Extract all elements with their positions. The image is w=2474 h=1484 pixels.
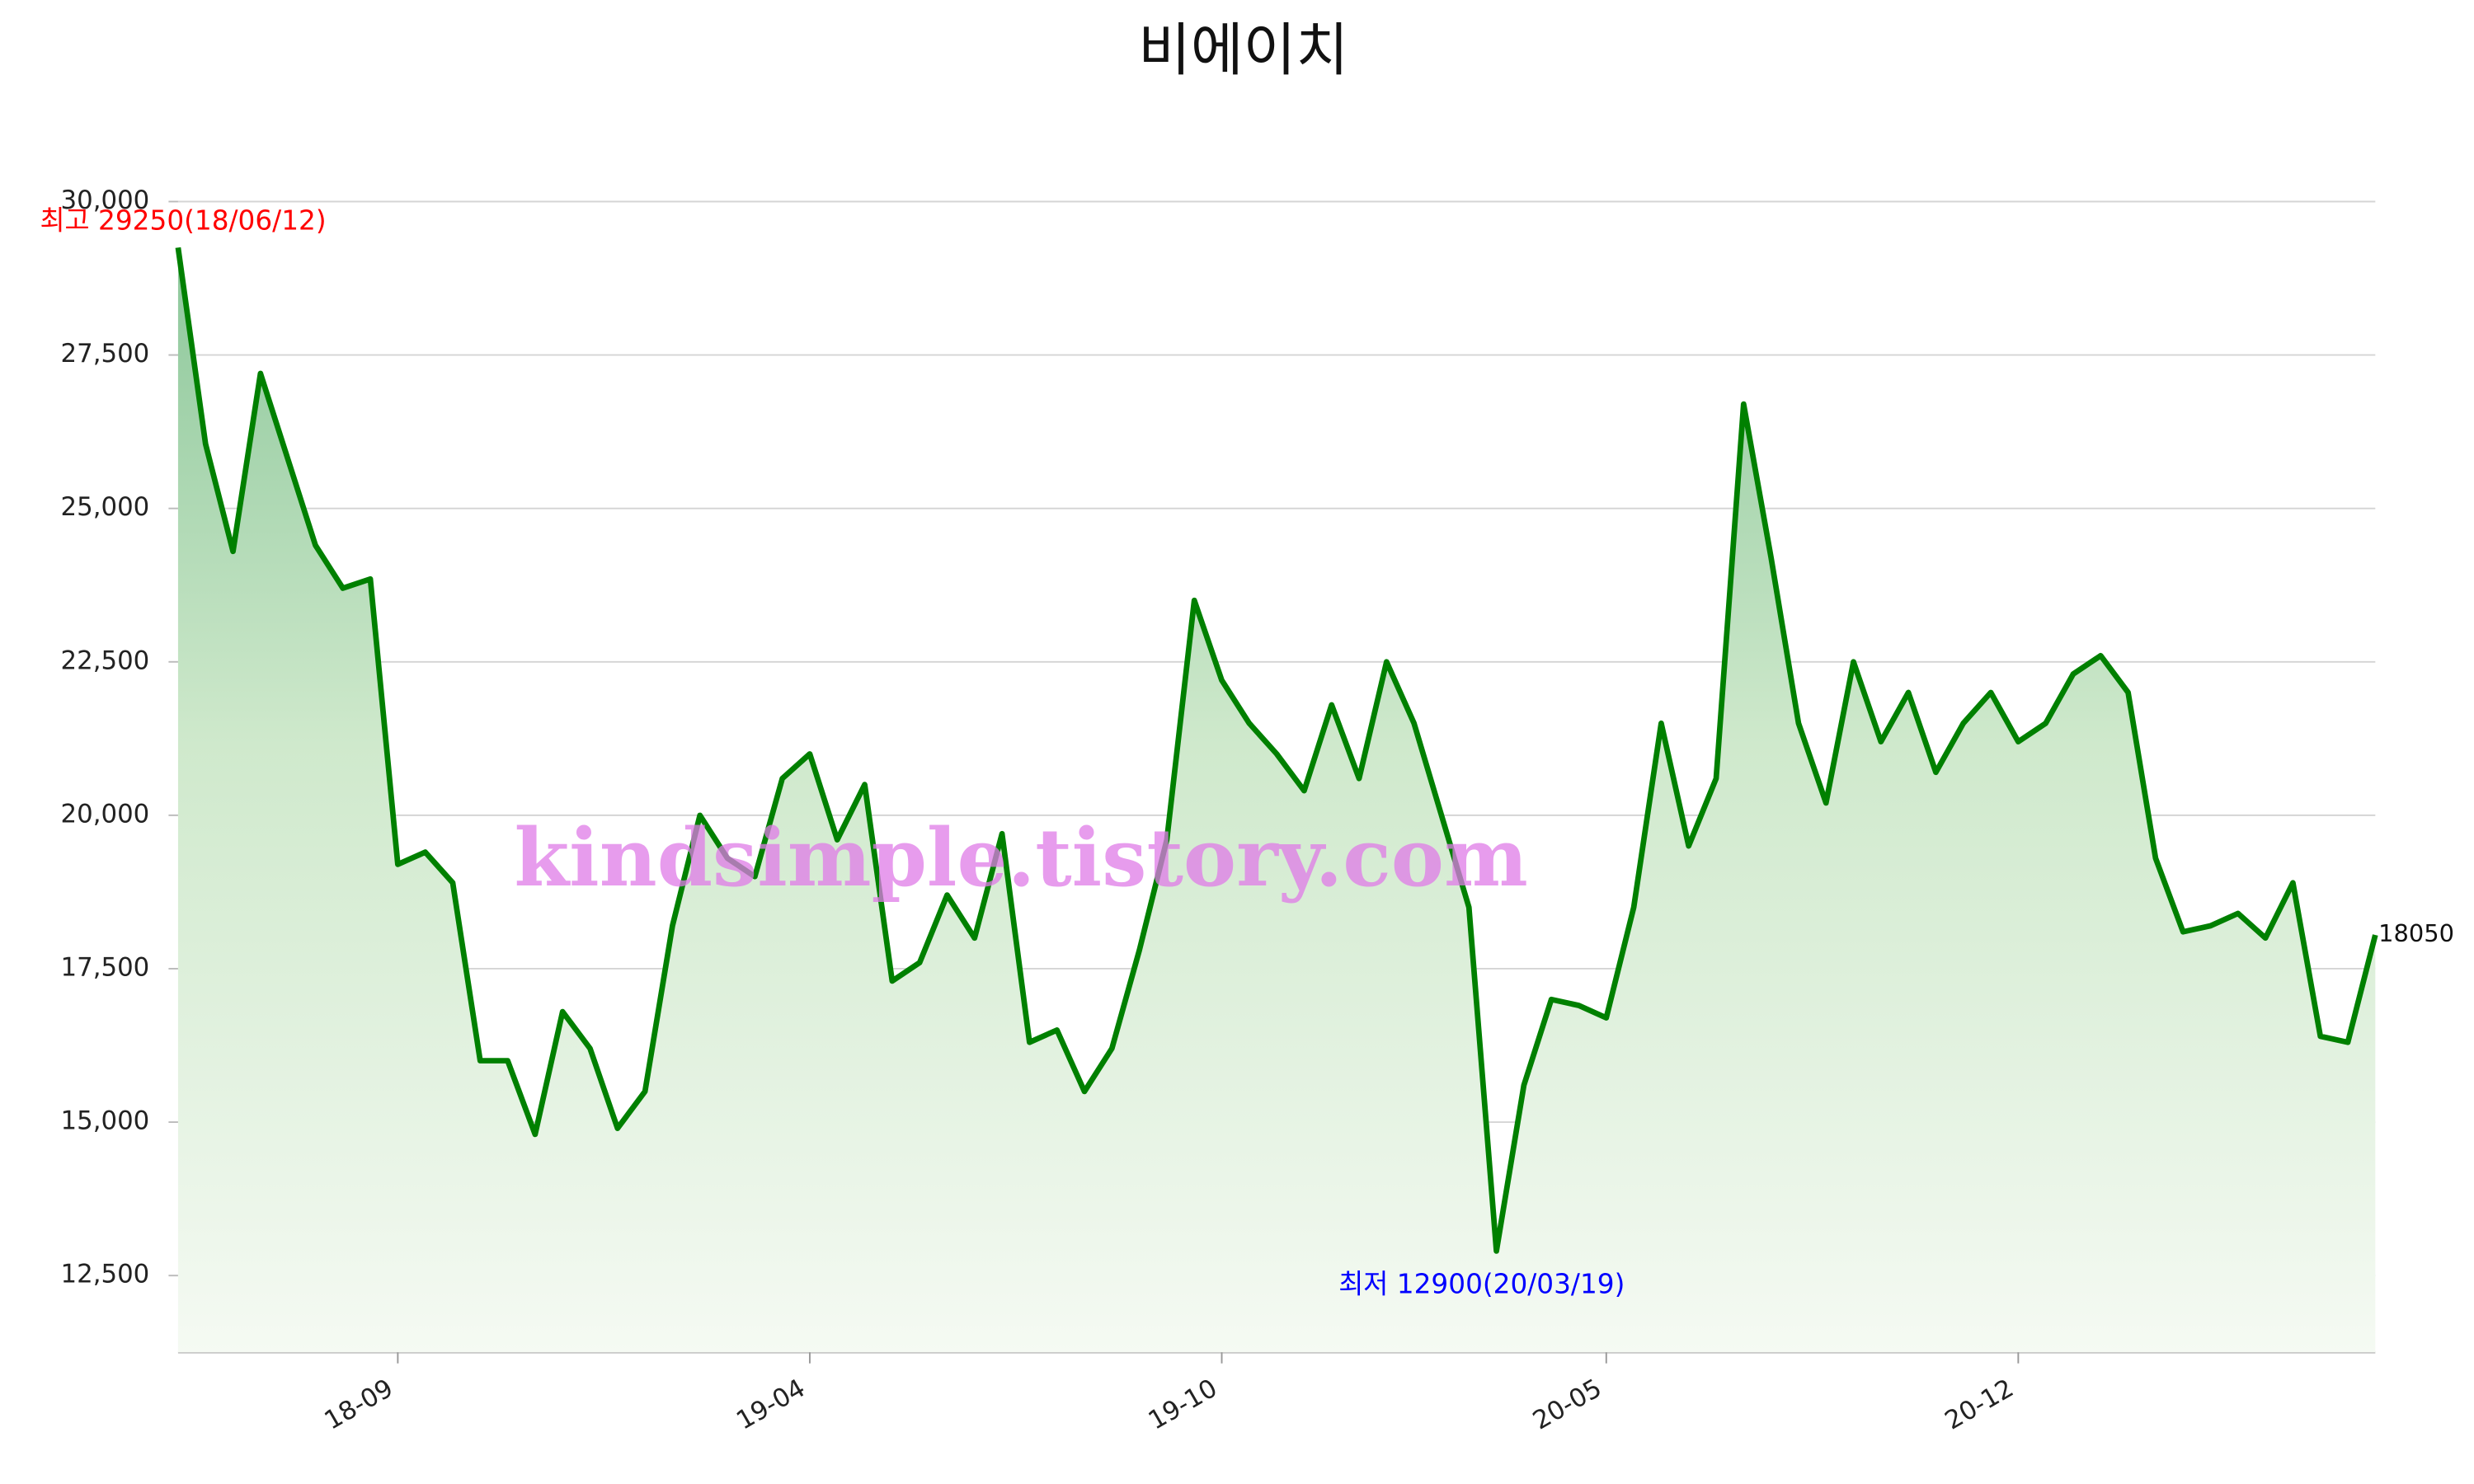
x-tick-label: 20-05: [1528, 1374, 1607, 1436]
last-value-label: 18050: [2378, 919, 2454, 947]
y-tick-label: 20,000: [61, 799, 150, 829]
y-tick-label: 30,000: [61, 186, 150, 215]
annotation: 최고 29250(18/06/12): [40, 205, 326, 237]
y-tick-label: 17,500: [61, 952, 150, 982]
x-tick-label: 18-09: [319, 1374, 398, 1436]
area-fill: [177, 247, 2376, 1353]
x-tick-label: 19-10: [1144, 1374, 1223, 1436]
x-tick-label: 19-04: [731, 1374, 811, 1436]
y-tick-label: 15,000: [61, 1106, 150, 1136]
price-line: [175, 247, 2378, 1254]
y-tick-label: 27,500: [61, 339, 150, 369]
y-tick-label: 12,500: [61, 1260, 150, 1289]
y-tick-label: 25,000: [61, 492, 150, 522]
y-tick-label: 22,500: [61, 646, 150, 675]
chart-title: 비에이치: [1138, 17, 1348, 83]
watermark: kindsimple.tistory.com: [515, 811, 1528, 904]
annotation: 최저 12900(20/03/19): [1338, 1268, 1625, 1299]
x-tick-label: 20-12: [1940, 1374, 2019, 1436]
